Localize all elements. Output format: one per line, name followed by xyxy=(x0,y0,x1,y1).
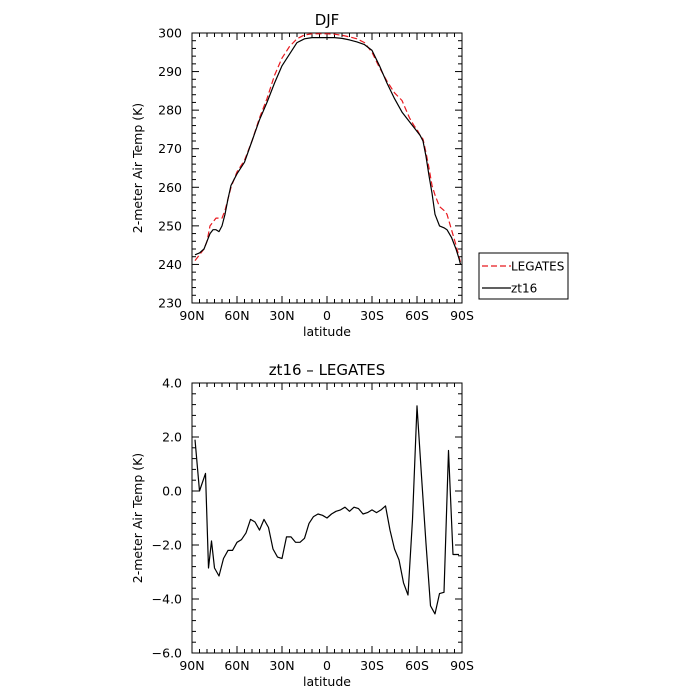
y-tick-label: 2.0 xyxy=(162,430,182,445)
y-tick-label: −4.0 xyxy=(152,592,182,607)
x-tick-label: 30S xyxy=(360,658,384,673)
plot-frame xyxy=(191,32,463,304)
y-tick-label: −2.0 xyxy=(152,538,182,553)
x-tick-label: 0 xyxy=(323,658,331,673)
x-axis-label: latitude xyxy=(303,674,351,689)
y-tick-label: 4.0 xyxy=(162,376,182,391)
y-axis-label: 2-meter Air Temp (K) xyxy=(130,453,145,583)
x-tick-label: 30N xyxy=(269,658,294,673)
x-tick-label: 90S xyxy=(450,658,474,673)
series-line-zt16 xyxy=(194,36,462,265)
x-tick-label: 30N xyxy=(269,308,294,323)
y-tick-label: 240 xyxy=(158,257,182,272)
y-tick-label: 300 xyxy=(158,26,182,41)
chart-djf: DJF 90N 60N 30N 0 30S 60S 90S 230 240 250 260 270 280… xyxy=(130,11,569,339)
chart-title: zt16 – LEGATES xyxy=(269,361,386,379)
series-line-legates xyxy=(194,33,462,263)
legend-label: LEGATES xyxy=(511,260,564,274)
x-tick-label: 0 xyxy=(323,308,331,323)
legend-label: zt16 xyxy=(511,282,537,296)
y-tick-label: −6.0 xyxy=(152,646,182,661)
legend-box xyxy=(478,252,569,300)
y-tick-label: 270 xyxy=(158,141,182,156)
x-tick-label: 60S xyxy=(405,658,429,673)
chart-title: DJF xyxy=(315,11,340,29)
x-tick-label: 90S xyxy=(450,308,474,323)
series-line-difference xyxy=(194,405,459,615)
y-tick-label: 280 xyxy=(158,103,182,118)
x-tick-label: 30S xyxy=(360,308,384,323)
y-tick-label: 290 xyxy=(158,64,182,79)
legend: LEGATES zt16 xyxy=(478,252,569,300)
y-tick-label: 250 xyxy=(158,218,182,233)
x-tick-label: 90N xyxy=(179,658,204,673)
chart-difference: zt16 – LEGATES 90N 60N 30N 0 30S 60S 90S −6.0 −4.… xyxy=(130,361,474,689)
y-axis-label: 2-meter Air Temp (K) xyxy=(130,103,145,233)
x-axis-label: latitude xyxy=(303,324,351,339)
y-tick-label: 230 xyxy=(158,296,182,311)
x-tick-label: 60N xyxy=(224,658,249,673)
y-tick-label: 0.0 xyxy=(162,484,182,499)
x-tick-label: 60S xyxy=(405,308,429,323)
y-tick-label: 260 xyxy=(158,180,182,195)
x-tick-label: 90N xyxy=(179,308,204,323)
x-tick-label: 60N xyxy=(224,308,249,323)
